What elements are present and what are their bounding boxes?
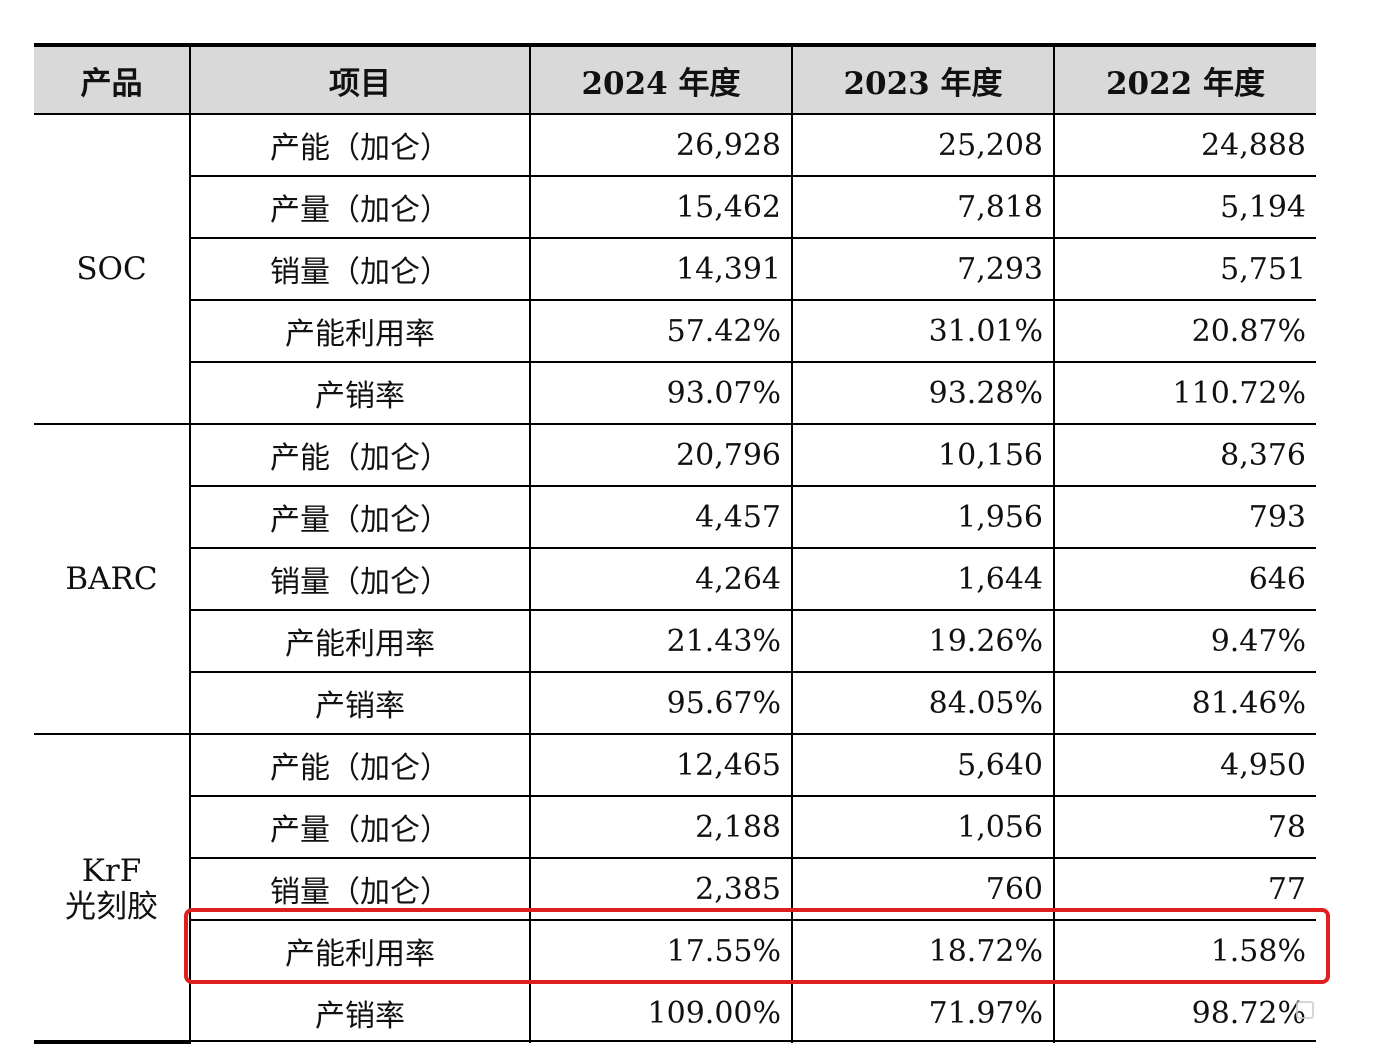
item-cell: 产能利用率	[189, 610, 530, 673]
value-cell: 12,465	[529, 734, 792, 797]
item-cell: 销量（加仑）	[189, 858, 530, 921]
item-cell: 产量（加仑）	[189, 176, 530, 239]
value-cell: 98.72%	[1053, 982, 1316, 1043]
item-cell: 产能（加仑）	[189, 424, 530, 487]
value-cell: 15,462	[529, 176, 792, 239]
value-cell: 10,156	[791, 424, 1054, 487]
item-cell: 产销率	[189, 362, 530, 425]
item-cell: 销量（加仑）	[189, 548, 530, 611]
value-cell: 57.42%	[529, 300, 792, 363]
value-cell: 14,391	[529, 238, 792, 301]
value-cell: 95.67%	[529, 672, 792, 735]
item-cell: 产能利用率	[189, 920, 530, 983]
value-cell: 18.72%	[791, 920, 1054, 983]
header-item: 项目	[189, 43, 530, 115]
value-cell: 1,956	[791, 486, 1054, 549]
table-row: 产量（加仑） 2,188 1,056 78	[34, 796, 1316, 859]
value-cell: 26,928	[529, 114, 792, 177]
value-cell: 1,644	[791, 548, 1054, 611]
table-row: 销量（加仑） 2,385 760 77	[34, 858, 1316, 921]
table-row: 产量（加仑） 15,462 7,818 5,194	[34, 176, 1316, 239]
capacity-table: 产品 项目 2024 年度 2023 年度 2022 年度 SOC 产能（加仑） 2…	[34, 43, 1316, 1044]
value-cell: 20,796	[529, 424, 792, 487]
product-cell: SOC	[34, 114, 190, 425]
value-cell: 93.07%	[529, 362, 792, 425]
value-cell: 78	[1053, 796, 1316, 859]
table-row: 产量（加仑） 4,457 1,956 793	[34, 486, 1316, 549]
table-row: 产能利用率 17.55% 18.72% 1.58%	[34, 920, 1316, 983]
item-cell: 产能利用率	[189, 300, 530, 363]
header-row: 产品 项目 2024 年度 2023 年度 2022 年度	[34, 43, 1316, 115]
value-cell: 109.00%	[529, 982, 792, 1043]
table-bottom-rule	[34, 1040, 1316, 1042]
table-row: 销量（加仑） 4,264 1,644 646	[34, 548, 1316, 611]
value-cell: 1,056	[791, 796, 1054, 859]
header-product: 产品	[34, 43, 190, 115]
value-cell: 17.55%	[529, 920, 792, 983]
value-cell: 646	[1053, 548, 1316, 611]
item-cell: 产量（加仑）	[189, 486, 530, 549]
product-cell: BARC	[34, 424, 190, 735]
item-cell: 销量（加仑）	[189, 238, 530, 301]
value-cell: 19.26%	[791, 610, 1054, 673]
value-cell: 4,457	[529, 486, 792, 549]
value-cell: 71.97%	[791, 982, 1054, 1043]
value-cell: 93.28%	[791, 362, 1054, 425]
header-2024: 2024 年度	[529, 43, 792, 115]
watermark	[1296, 996, 1368, 1024]
table-row: SOC 产能（加仑） 26,928 25,208 24,888	[34, 114, 1316, 425]
value-cell: 25,208	[791, 114, 1054, 177]
watermark-icon	[1296, 1001, 1314, 1019]
value-cell: 1.58%	[1053, 920, 1316, 983]
item-cell: 产销率	[189, 982, 530, 1043]
value-cell: 77	[1053, 858, 1316, 921]
table-row: 产销率 93.07% 93.28% 110.72%	[34, 362, 1316, 425]
value-cell: 4,950	[1053, 734, 1316, 797]
value-cell: 5,194	[1053, 176, 1316, 239]
table-row: 产能利用率 21.43% 19.26% 9.47%	[34, 610, 1316, 673]
value-cell: 7,818	[791, 176, 1054, 239]
value-cell: 760	[791, 858, 1054, 921]
item-cell: 产能（加仑）	[189, 734, 530, 797]
item-cell: 产销率	[189, 672, 530, 735]
product-cell: KrF 光刻胶	[34, 734, 190, 1044]
table-row: 产销率 95.67% 84.05% 81.46%	[34, 672, 1316, 735]
value-cell: 7,293	[791, 238, 1054, 301]
value-cell: 5,640	[791, 734, 1054, 797]
value-cell: 20.87%	[1053, 300, 1316, 363]
value-cell: 793	[1053, 486, 1316, 549]
value-cell: 9.47%	[1053, 610, 1316, 673]
table-row: KrF 光刻胶 产能（加仑） 12,465 5,640 4,950	[34, 734, 1316, 1044]
value-cell: 2,385	[529, 858, 792, 921]
value-cell: 8,376	[1053, 424, 1316, 487]
table-row: BARC 产能（加仑） 20,796 10,156 8,376	[34, 424, 1316, 735]
value-cell: 24,888	[1053, 114, 1316, 177]
value-cell: 4,264	[529, 548, 792, 611]
value-cell: 2,188	[529, 796, 792, 859]
header-2022: 2022 年度	[1053, 43, 1316, 115]
value-cell: 5,751	[1053, 238, 1316, 301]
value-cell: 84.05%	[791, 672, 1054, 735]
table-row: 产能利用率 57.42% 31.01% 20.87%	[34, 300, 1316, 363]
item-cell: 产能（加仑）	[189, 114, 530, 177]
table-row: 产销率 109.00% 71.97% 98.72%	[34, 982, 1316, 1043]
value-cell: 21.43%	[529, 610, 792, 673]
value-cell: 110.72%	[1053, 362, 1316, 425]
header-2023: 2023 年度	[791, 43, 1054, 115]
value-cell: 81.46%	[1053, 672, 1316, 735]
table-row: 销量（加仑） 14,391 7,293 5,751	[34, 238, 1316, 301]
value-cell: 31.01%	[791, 300, 1054, 363]
item-cell: 产量（加仑）	[189, 796, 530, 859]
